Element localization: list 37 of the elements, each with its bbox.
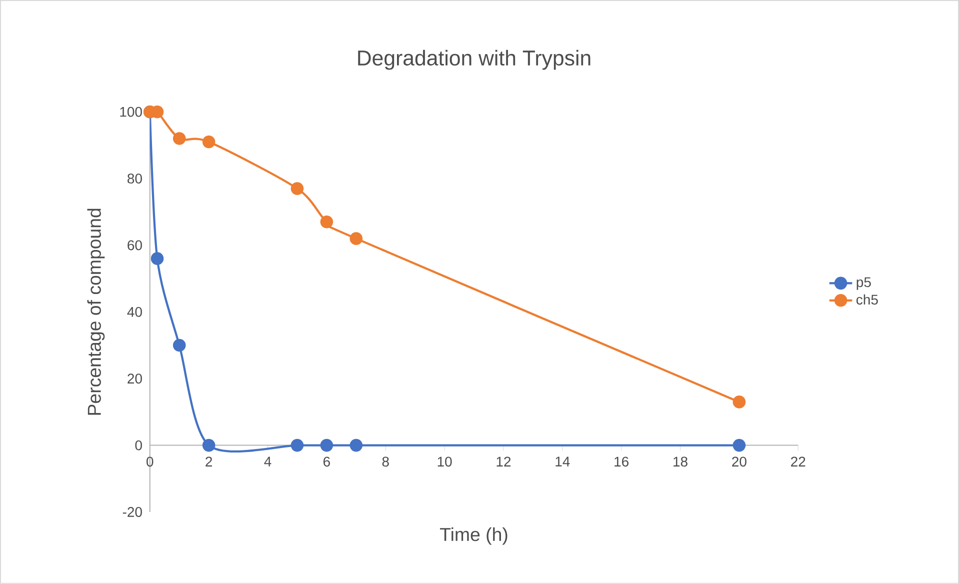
legend-label: ch5 <box>856 294 878 305</box>
point <box>732 438 746 452</box>
point <box>350 232 363 246</box>
chart-title: Degradation with Trypsin <box>358 50 590 70</box>
y-axis-title: Percentage of compound <box>87 208 105 415</box>
x-tick-label: 12 <box>496 456 511 467</box>
y-tick-label: 0 <box>135 440 142 450</box>
point <box>202 438 216 452</box>
point <box>320 216 334 228</box>
point <box>320 438 334 452</box>
y-tick-label: 60 <box>128 240 142 250</box>
legend-label: p5 <box>856 277 871 290</box>
y-tick-label: 20 <box>128 374 142 384</box>
x-tick-label: 4 <box>264 456 272 466</box>
x-tick-label: 18 <box>674 456 688 467</box>
x-tick-label: 20 <box>732 456 746 467</box>
point <box>202 136 216 148</box>
y-tick-label: 40 <box>127 307 142 317</box>
point <box>172 132 186 145</box>
x-tick-label: 14 <box>556 456 570 466</box>
point <box>290 182 304 196</box>
point <box>732 396 746 408</box>
y-tick-label: -20 <box>122 507 142 518</box>
x-tick-label: 22 <box>791 456 806 467</box>
point <box>290 438 304 452</box>
x-tick-label: 6 <box>324 456 330 467</box>
x-tick-label: 8 <box>382 456 389 467</box>
y-tick-label: 80 <box>128 174 142 184</box>
point <box>150 252 164 266</box>
point <box>172 338 186 352</box>
x-tick-label: 16 <box>614 456 629 467</box>
x-tick-label: 2 <box>206 456 212 467</box>
x-tick-label: 10 <box>438 456 452 467</box>
x-axis-title: Time (h) <box>440 527 508 545</box>
point <box>350 438 363 452</box>
y-tick-label: 100 <box>120 106 142 117</box>
x-tick-label: 0 <box>146 456 154 467</box>
